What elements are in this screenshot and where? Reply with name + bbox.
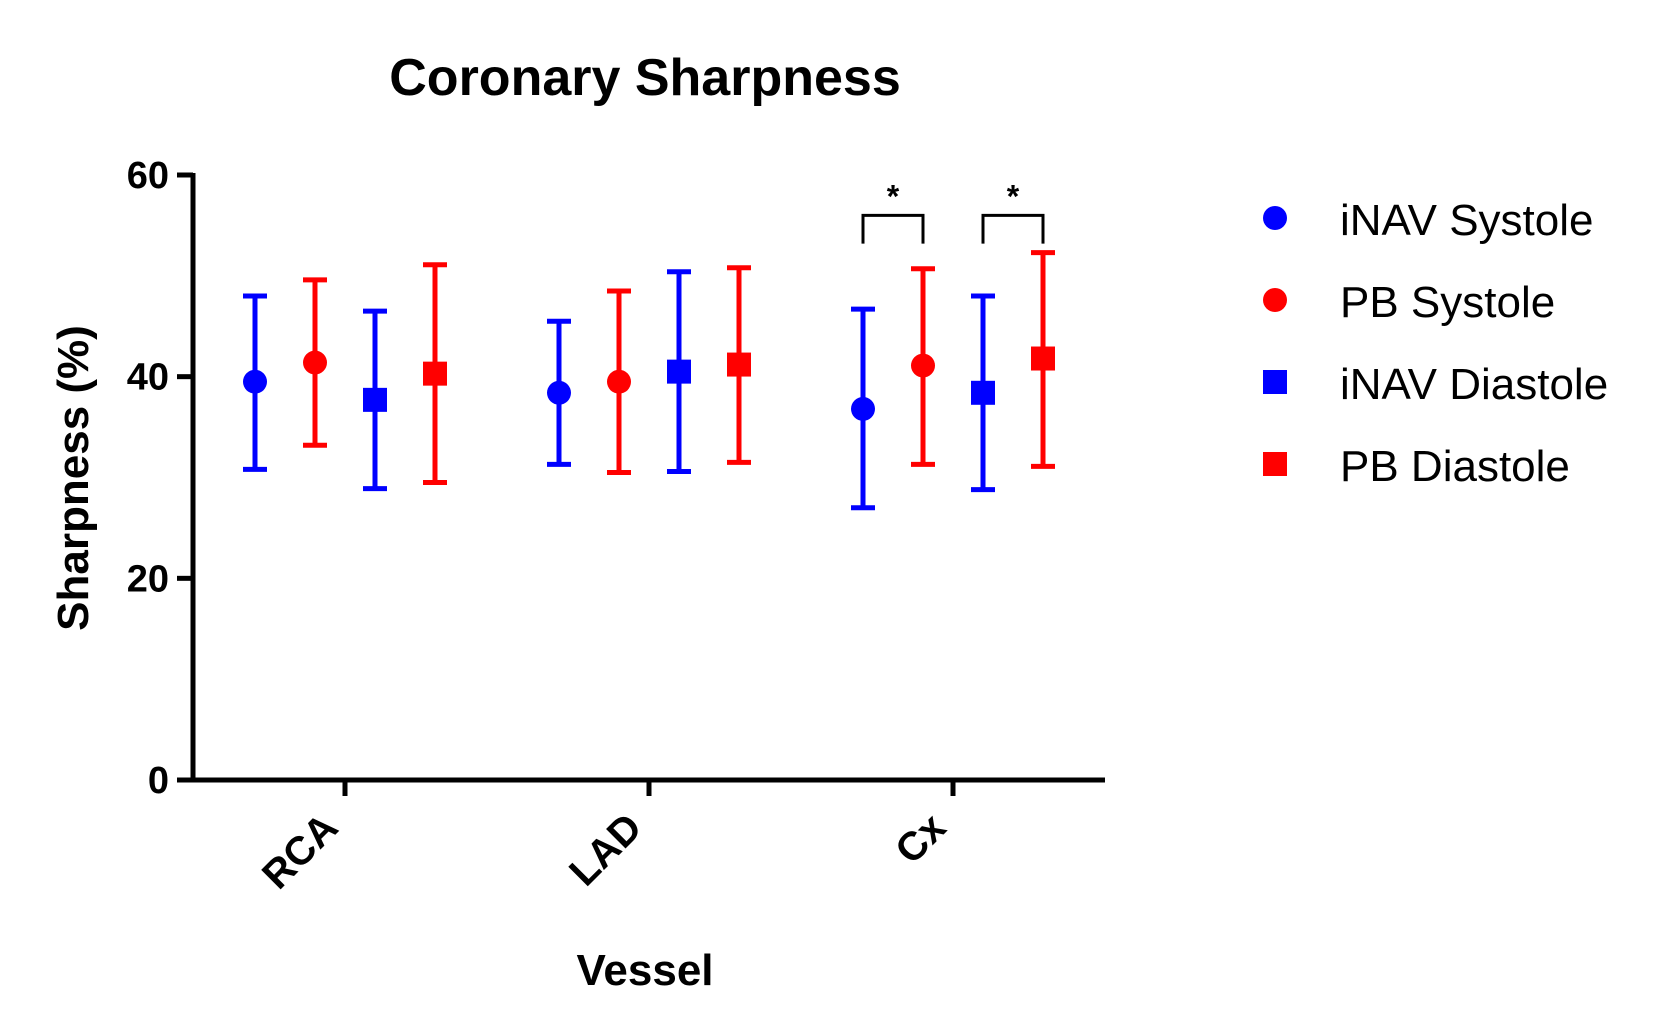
y-tick-label: 20: [127, 558, 169, 600]
data-point: [423, 361, 447, 386]
data-point: [851, 396, 875, 421]
legend-marker: [1263, 206, 1287, 230]
legend-label: iNAV Systole: [1340, 196, 1594, 245]
x-tick-label: RCA: [254, 805, 346, 897]
significance-label: *: [887, 178, 900, 214]
x-axis-label: Vessel: [576, 946, 713, 995]
data-point: [727, 352, 751, 377]
data-point: [1031, 346, 1055, 371]
legend-marker: [1263, 452, 1287, 476]
significance-bracket: [861, 213, 925, 244]
x-tick-label: Cx: [887, 805, 954, 872]
legend-label: iNAV Diastole: [1340, 360, 1608, 409]
data-point: [911, 353, 935, 378]
y-tick-label: 40: [127, 357, 169, 399]
legend-marker: [1263, 288, 1287, 312]
x-tick-label: LAD: [561, 805, 650, 894]
y-tick-label: 0: [148, 760, 169, 802]
y-axis-label: Sharpness (%): [49, 325, 98, 631]
legend-label: PB Diastole: [1340, 442, 1570, 491]
significance-bracket: [981, 213, 1045, 244]
data-point: [667, 359, 691, 384]
chart-title: Coronary Sharpness: [389, 49, 901, 107]
data-point: [303, 350, 327, 375]
significance-label: *: [1007, 178, 1020, 214]
legend-marker: [1263, 370, 1287, 394]
legend-label: PB Systole: [1340, 278, 1555, 327]
plot-area: 0 20 40 60 RCA LAD Cx * *: [127, 155, 1105, 898]
data-point: [363, 387, 387, 412]
data-point: [971, 380, 995, 405]
data-point: [607, 369, 631, 394]
y-tick-label: 60: [127, 155, 169, 197]
data-point: [547, 380, 571, 405]
data-point: [243, 369, 267, 394]
legend: iNAV Systole PB Systole iNAV Diastole PB Di…: [1263, 196, 1608, 491]
